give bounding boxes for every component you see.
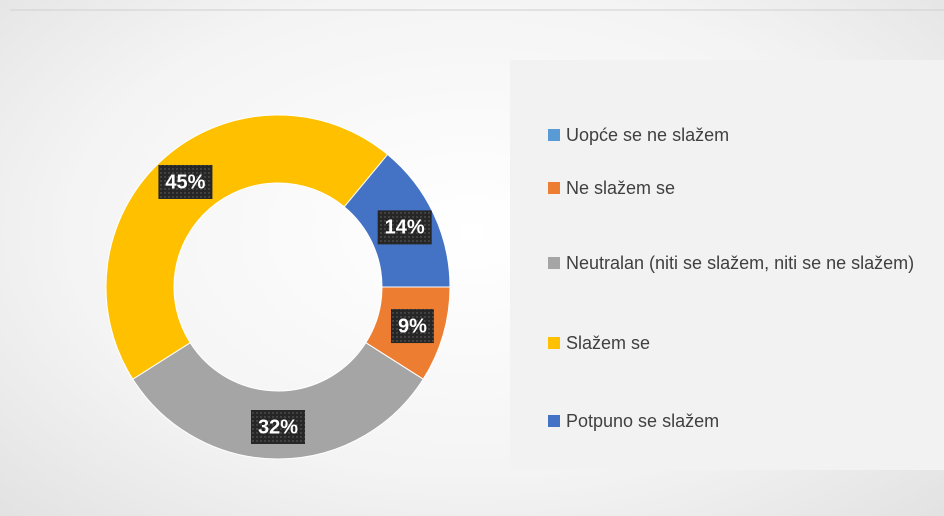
legend-label: Neutralan (niti se slažem, niti se ne sl… bbox=[566, 253, 915, 273]
data-label-box bbox=[390, 309, 434, 344]
data-label: 9% bbox=[390, 309, 434, 344]
legend-item: Potpuno se slažem bbox=[548, 408, 936, 434]
legend-label: Uopće se ne slažem bbox=[566, 125, 730, 145]
legend-item: Ne slažem se bbox=[548, 175, 936, 201]
data-label-box bbox=[377, 210, 432, 245]
donut-slice bbox=[132, 342, 424, 460]
legend-swatch bbox=[548, 257, 560, 269]
legend-item: Uopće se ne slažem bbox=[548, 122, 936, 148]
legend-label: Slažem se bbox=[566, 333, 651, 353]
donut-slice bbox=[105, 114, 389, 380]
legend-item: Slažem se bbox=[548, 330, 936, 356]
legend: Uopće se ne slažem Ne slažem se Neutralan … bbox=[510, 60, 944, 470]
legend-swatch bbox=[548, 337, 560, 349]
data-label-text: 32% bbox=[258, 416, 298, 438]
legend-swatch bbox=[548, 129, 560, 141]
data-label-box bbox=[158, 164, 213, 199]
data-label-text: 14% bbox=[385, 217, 425, 239]
data-label-box bbox=[250, 410, 306, 444]
legend-label: Ne slažem se bbox=[566, 178, 676, 198]
data-label-text: 9% bbox=[398, 315, 427, 337]
data-label: 45% bbox=[158, 164, 213, 199]
data-label: 14% bbox=[377, 210, 432, 245]
legend-item: Neutralan (niti se slažem, niti se ne sl… bbox=[548, 250, 936, 276]
legend-swatch bbox=[548, 415, 560, 427]
data-label-text: 45% bbox=[165, 171, 205, 193]
legend-swatch bbox=[548, 182, 560, 194]
legend-label: Potpuno se slažem bbox=[566, 411, 720, 431]
data-label: 32% bbox=[250, 410, 306, 444]
